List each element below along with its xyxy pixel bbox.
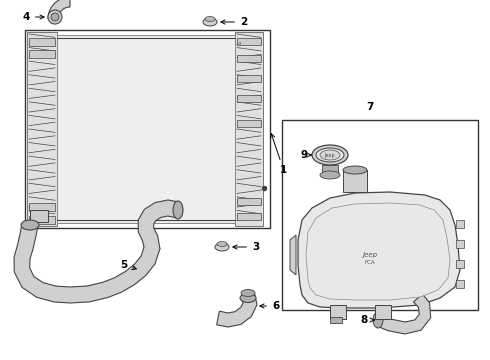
Ellipse shape: [320, 171, 340, 179]
Ellipse shape: [373, 312, 383, 328]
Text: 4: 4: [23, 12, 44, 22]
Text: 5: 5: [120, 260, 136, 270]
Polygon shape: [376, 294, 431, 334]
Text: 7: 7: [367, 102, 374, 112]
Bar: [322, 165, 338, 175]
Bar: [237, 95, 261, 102]
Bar: [27, 32, 57, 226]
Ellipse shape: [320, 150, 340, 160]
Bar: [375, 305, 391, 319]
Text: 6: 6: [260, 301, 279, 311]
Bar: [456, 280, 464, 288]
Bar: [237, 213, 261, 220]
Text: 1: 1: [270, 134, 287, 175]
Bar: [456, 260, 464, 268]
Bar: [25, 30, 270, 228]
Bar: [29, 216, 55, 224]
Text: a: a: [238, 41, 242, 46]
Bar: [343, 170, 367, 192]
Bar: [29, 203, 55, 211]
Circle shape: [48, 10, 62, 24]
Ellipse shape: [203, 18, 217, 26]
Bar: [237, 38, 261, 45]
Text: Jeep: Jeep: [363, 252, 378, 258]
Ellipse shape: [312, 145, 348, 165]
Bar: [30, 210, 48, 222]
Text: 2: 2: [221, 17, 247, 27]
Polygon shape: [298, 192, 460, 308]
Polygon shape: [217, 294, 257, 327]
Text: 8: 8: [361, 315, 374, 325]
Ellipse shape: [215, 243, 229, 251]
Bar: [456, 220, 464, 228]
Bar: [57, 35, 235, 223]
Bar: [235, 32, 263, 226]
Bar: [29, 38, 55, 46]
Ellipse shape: [173, 201, 183, 219]
Bar: [29, 50, 55, 58]
Polygon shape: [48, 0, 70, 19]
Bar: [456, 240, 464, 248]
Text: FCA: FCA: [365, 261, 375, 266]
Text: 3: 3: [233, 242, 259, 252]
Bar: [237, 198, 261, 205]
Bar: [237, 55, 261, 62]
Ellipse shape: [240, 293, 256, 302]
Polygon shape: [14, 200, 179, 303]
Circle shape: [51, 13, 59, 21]
Text: Jeep: Jeep: [325, 153, 335, 158]
Polygon shape: [290, 235, 296, 275]
Ellipse shape: [205, 17, 215, 22]
Bar: [330, 317, 342, 323]
Polygon shape: [306, 203, 450, 300]
Ellipse shape: [21, 220, 39, 230]
Bar: [237, 120, 261, 127]
Text: 9: 9: [301, 150, 311, 160]
Ellipse shape: [217, 242, 227, 247]
Ellipse shape: [316, 148, 344, 162]
Bar: [237, 75, 261, 82]
Ellipse shape: [343, 166, 367, 174]
Bar: [330, 305, 346, 319]
Bar: [282, 120, 478, 310]
Ellipse shape: [241, 289, 255, 297]
